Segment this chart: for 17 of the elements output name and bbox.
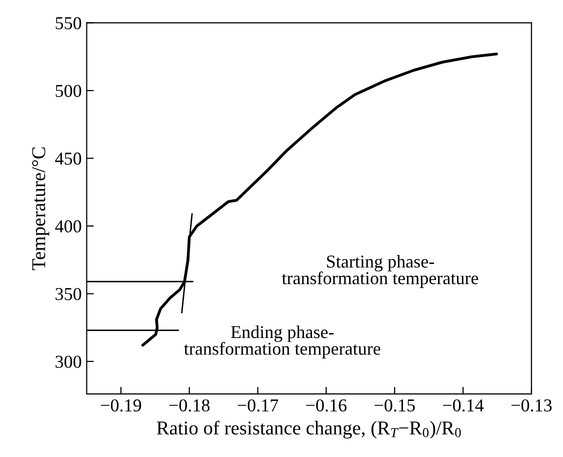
y-tick-label: 450 — [55, 152, 82, 165]
x-tick-label: −0.17 — [238, 399, 278, 412]
y-tick-label: 300 — [56, 356, 82, 368]
annotation: Ending phase- transformation temperature — [184, 325, 380, 358]
x-axis-title: Ratio of resistance change, (R$_{T}$−R$_{0}$)/R$_{0}$ — [156, 420, 461, 439]
x-tick-label: −0.15 — [374, 399, 415, 412]
x-tick-label: −0.16 — [306, 399, 347, 412]
x-tick-label: −0.19 — [100, 399, 142, 412]
x-tick-label: −0.18 — [169, 399, 210, 412]
y-tick-label: 550 — [56, 17, 82, 30]
y-tick-label: 350 — [56, 288, 82, 300]
annotation: Starting phase- transformation temperature — [282, 254, 478, 288]
x-tick-label: −0.13 — [511, 399, 552, 412]
y-tick-label: 400 — [55, 220, 82, 232]
y-axis-title: Temperature/°C — [32, 147, 50, 270]
x-tick-label: −0.14 — [443, 399, 484, 412]
y-tick-label: 500 — [56, 84, 82, 98]
